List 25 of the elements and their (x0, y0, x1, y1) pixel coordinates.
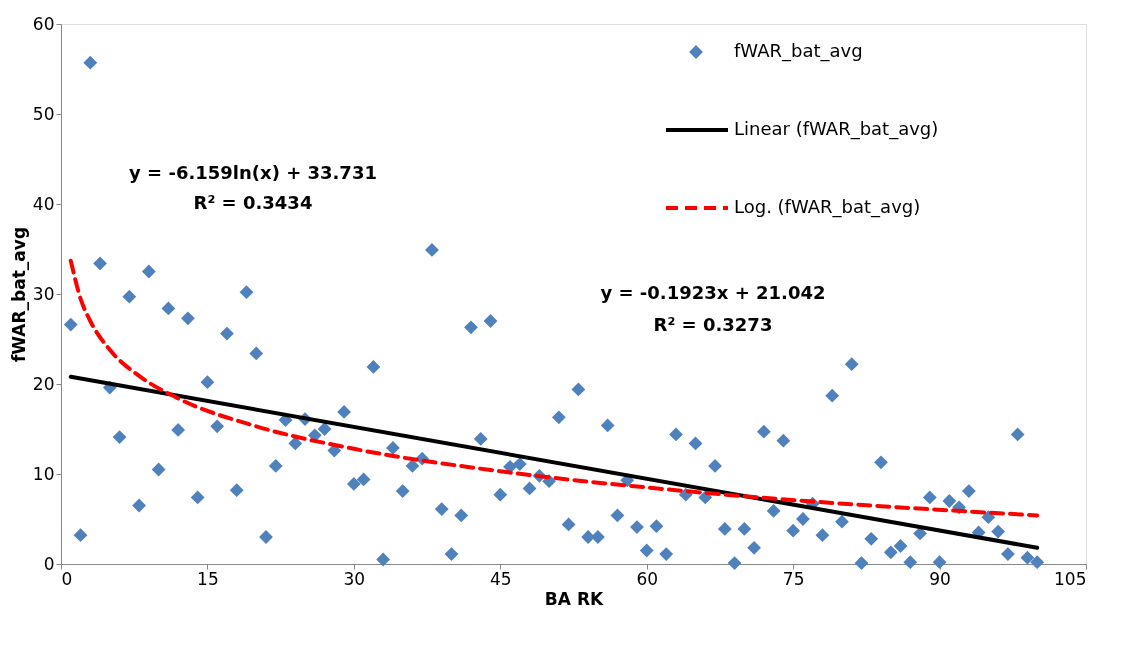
x-tick-label: 60 (636, 568, 659, 589)
x-tick-label: 15 (197, 568, 219, 589)
y-tick-label: 10 (32, 463, 55, 484)
annotation: y = -6.159ln(x) + 33.731 (129, 162, 377, 183)
x-tick-label: 45 (489, 568, 512, 589)
x-tick-label: 90 (929, 568, 951, 589)
y-tick-label: 0 (43, 553, 55, 574)
x-tick-label: 105 (1054, 568, 1087, 589)
annotation: R² = 0.3434 (193, 192, 313, 213)
x-tick-label: 75 (782, 568, 805, 589)
y-tick-label: 20 (32, 373, 55, 394)
y-tick-label: 60 (32, 13, 55, 34)
annotation: y = -0.1923x + 21.042 (600, 282, 826, 303)
y-axis-title: fWAR_bat_avg (8, 226, 29, 363)
x-tick-label: 30 (343, 568, 366, 589)
line-series (68, 258, 1040, 518)
legend-label: Linear (fWAR_bat_avg) (734, 118, 939, 140)
x-axis-title: BA RK (544, 588, 604, 609)
y-tick-label: 50 (32, 103, 55, 124)
annotation: R² = 0.3273 (653, 314, 773, 335)
x-tick-label: 0 (61, 568, 73, 589)
y-tick-label: 40 (32, 193, 55, 214)
legend-label: fWAR_bat_avg (734, 40, 863, 62)
y-tick-label: 30 (32, 283, 55, 304)
legend-label: Log. (fWAR_bat_avg) (734, 196, 921, 218)
